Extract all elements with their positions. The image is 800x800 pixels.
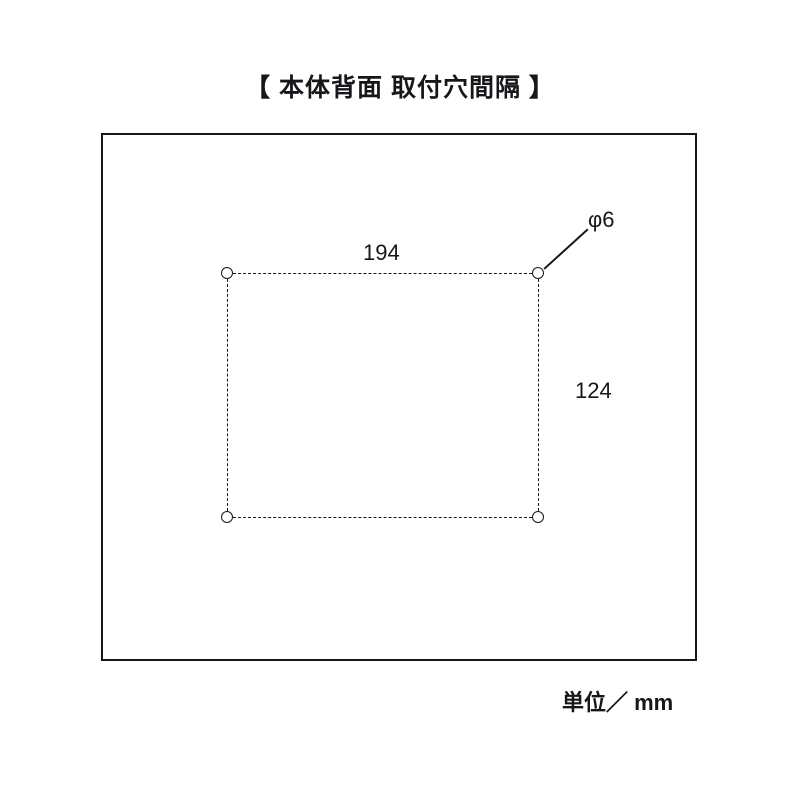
dashed-line-bottom [233,517,532,518]
dashed-line-top [233,273,532,274]
hole-bottom-left [221,511,233,523]
dashed-line-left [227,279,228,511]
dimension-width-label: 194 [363,240,400,266]
diagram-title: 【 本体背面 取付穴間隔 】 [0,68,800,104]
dashed-line-right [538,279,539,511]
hole-top-right [532,267,544,279]
hole-top-left [221,267,233,279]
dimension-height-label: 124 [575,378,612,404]
unit-label: 単位／ mm [562,685,673,717]
diameter-label: φ6 [588,207,615,233]
hole-bottom-right [532,511,544,523]
